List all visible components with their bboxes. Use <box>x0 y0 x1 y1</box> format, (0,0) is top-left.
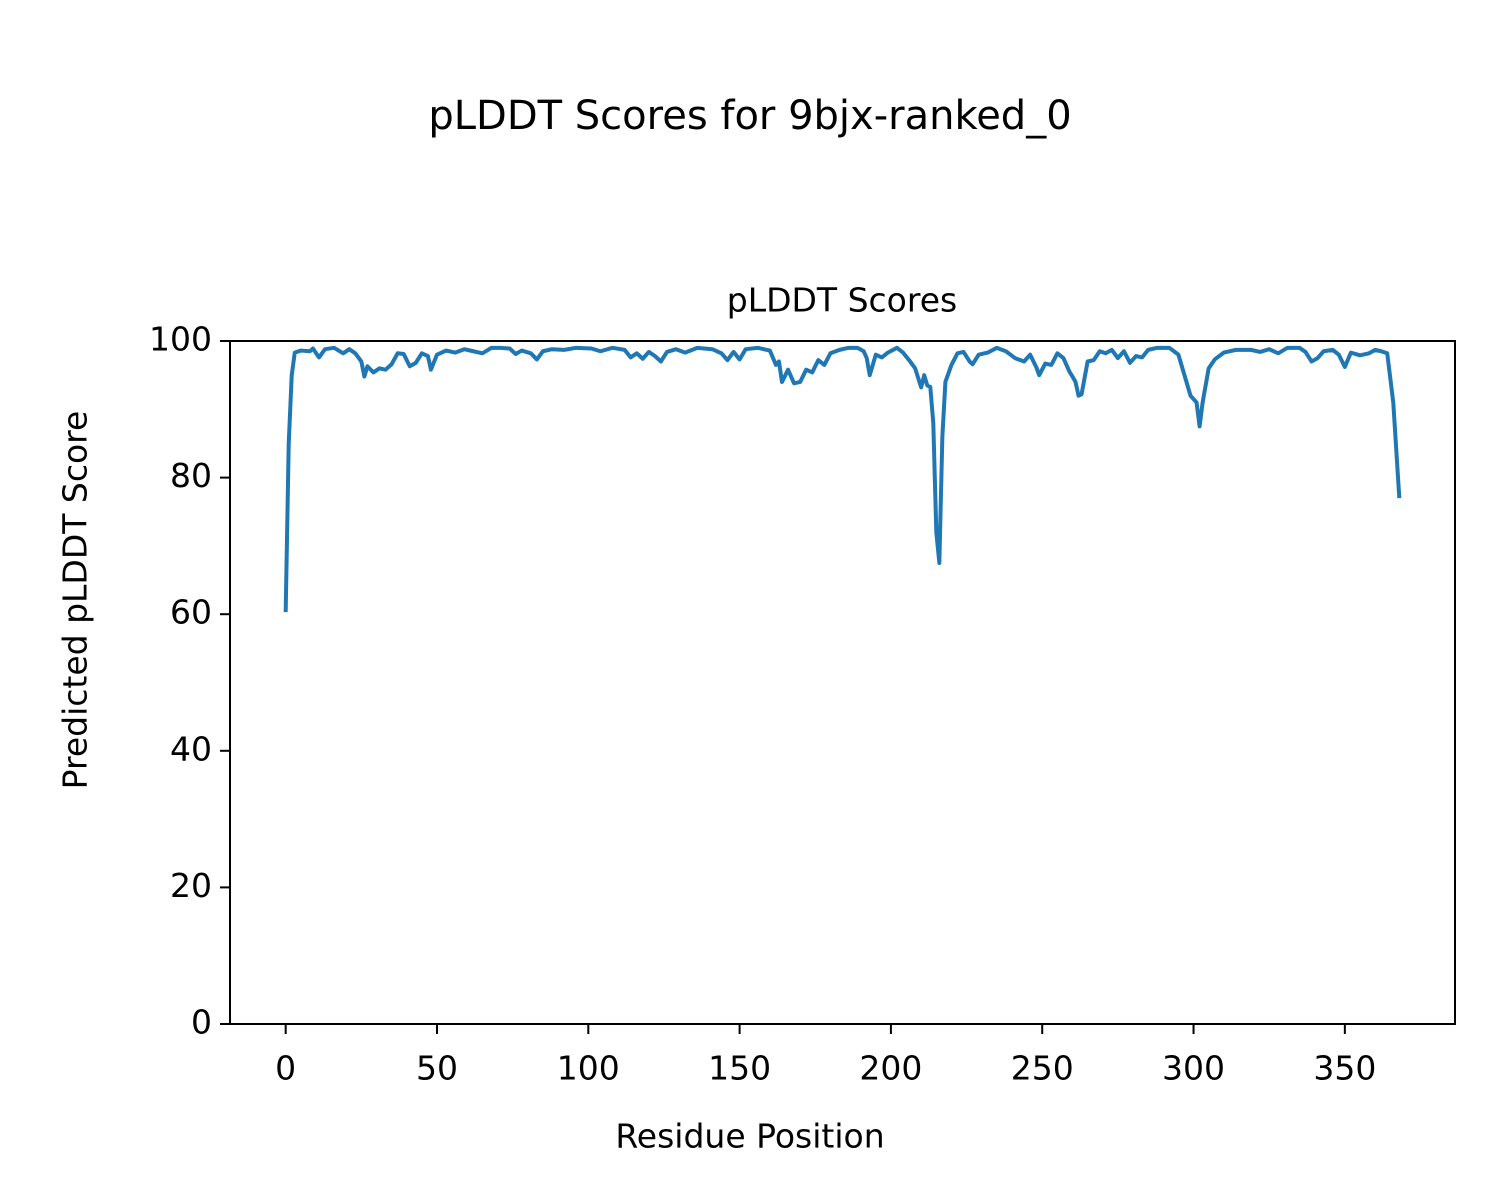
x-axis-label: Residue Position <box>615 1117 884 1156</box>
chart-title: pLDDT Scores <box>727 281 957 320</box>
y-tick-label: 0 <box>191 1003 212 1042</box>
y-tick-label: 100 <box>149 320 212 359</box>
x-tick-label: 50 <box>416 1049 458 1088</box>
x-tick-label: 250 <box>1011 1049 1074 1088</box>
x-tick-label: 0 <box>275 1049 296 1088</box>
y-axis-label: Predicted pLDDT Score <box>56 411 95 790</box>
axes-frame <box>229 340 1456 1025</box>
y-tick-label: 80 <box>170 456 212 495</box>
y-tick-label: 60 <box>170 593 212 632</box>
data-line <box>283 345 1402 613</box>
x-tick-label: 100 <box>557 1049 620 1088</box>
x-tick-label: 300 <box>1162 1049 1225 1088</box>
y-tick-label: 20 <box>170 866 212 905</box>
suptitle: pLDDT Scores for 9bjx-ranked_0 <box>428 93 1071 139</box>
x-tick-label: 200 <box>859 1049 922 1088</box>
x-tick-label: 150 <box>708 1049 771 1088</box>
y-tick-label: 40 <box>170 729 212 768</box>
x-tick-label: 350 <box>1313 1049 1376 1088</box>
